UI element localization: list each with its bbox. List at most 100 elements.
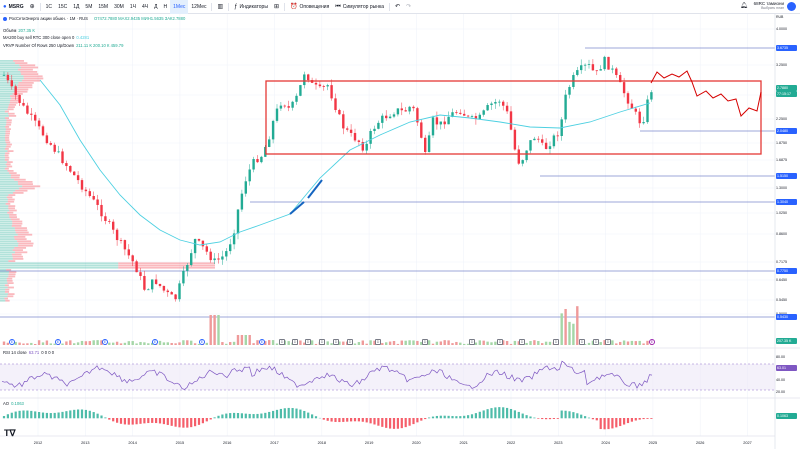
volume-bar (404, 340, 407, 345)
dividend-marker[interactable]: D (375, 339, 381, 345)
candle-body (279, 105, 283, 109)
ao-bar (357, 418, 360, 422)
dividend-marker[interactable]: D (519, 339, 525, 345)
alerts-button[interactable]: ⏰ Оповещения (287, 0, 332, 14)
volume-bar (49, 343, 52, 345)
candle-body (295, 95, 298, 102)
dividend-marker[interactable]: D (292, 339, 298, 345)
candle-body (6, 74, 10, 81)
ao-bar (396, 418, 399, 429)
volume-bar (217, 315, 220, 345)
event-marker[interactable]: E (102, 339, 108, 345)
avatar[interactable] (787, 1, 796, 11)
volume-bar (533, 340, 536, 345)
volume-bar (611, 340, 614, 345)
candle-body (498, 101, 501, 103)
volume-legend[interactable]: Объём 207.35 К (3, 28, 35, 33)
dividend-marker[interactable]: D (319, 339, 325, 345)
interval-12mes[interactable]: 12Мес (188, 0, 209, 14)
undo-icon[interactable]: ↶ (395, 3, 401, 10)
interval-1mes[interactable]: 1Мес (170, 0, 189, 14)
interval-button[interactable]: 1Д (73, 3, 80, 10)
vp-bar-down (7, 108, 14, 111)
vp-bar-up (0, 286, 8, 289)
vp-bar-down (17, 86, 33, 89)
vp-bar-down (5, 126, 10, 128)
ao-bar (521, 413, 524, 419)
indicators-button[interactable]: ƒ Индикаторы (231, 0, 271, 14)
vp-bar-down (5, 137, 10, 139)
interval-button[interactable]: 1С (45, 3, 53, 10)
ao-legend[interactable]: AO 0.1063 (3, 401, 24, 406)
volume-bar (209, 315, 212, 345)
layout-grid-icon[interactable]: ⊞ (273, 3, 279, 10)
replay-button[interactable]: ⏮ Симулятор рынка (332, 0, 387, 14)
account-info[interactable]: 68RC тамиони Выбрать план (754, 1, 784, 11)
ao-label: AO (3, 401, 10, 406)
candle-body (420, 122, 423, 138)
interval-button[interactable]: Д (154, 3, 158, 10)
tradingview-logo[interactable]: T∇ (4, 428, 16, 438)
vp-bar-down (8, 205, 16, 207)
candle-body (268, 139, 271, 147)
redo-icon[interactable]: ↷ (406, 3, 412, 10)
event-marker[interactable]: E (259, 339, 265, 345)
vp-bar-up (0, 282, 8, 284)
dividend-marker[interactable]: D (593, 339, 599, 345)
event-marker[interactable]: E (55, 339, 61, 345)
forecast-path[interactable] (650, 70, 762, 117)
vp-bar-down (8, 198, 15, 201)
candle-body (334, 98, 337, 110)
dividend-marker[interactable]: D (605, 339, 611, 345)
dividend-marker[interactable]: D (347, 339, 353, 345)
interval-button[interactable]: 15М (98, 3, 109, 10)
interval-button[interactable]: 30М (114, 3, 124, 10)
dividend-marker[interactable]: D (469, 339, 475, 345)
dividend-marker[interactable]: D (333, 339, 339, 345)
candle-body (186, 265, 189, 271)
interval-button[interactable]: 1Ч (129, 3, 136, 10)
event-marker[interactable]: E (199, 339, 205, 345)
ao-bar (268, 411, 271, 419)
vp-bar-down (22, 79, 41, 82)
candle-body (287, 106, 290, 108)
interval-button[interactable]: 5М (85, 3, 93, 10)
interval-button[interactable]: 15С (58, 3, 68, 10)
candles-icon[interactable]: ▥ (217, 3, 224, 10)
vrvp-legend[interactable]: VRVP Number Of Rows 250 Up/Down 211.11 К… (3, 43, 123, 48)
event-marker[interactable]: E (152, 339, 158, 345)
vp-bar-up (0, 137, 6, 139)
vrvp-label: VRVP Number Of Rows 250 Up/Down (3, 43, 75, 48)
dividend-marker[interactable]: D (579, 339, 585, 345)
candle-body (533, 138, 536, 141)
symbol-search[interactable]: ● MSRG (0, 0, 27, 14)
volume-bar (326, 341, 329, 345)
dividend-marker[interactable]: D (305, 339, 311, 345)
vp-bar-up (0, 130, 6, 133)
candle-body (115, 229, 119, 241)
dividend-marker[interactable]: D (422, 339, 428, 345)
bell-icon[interactable]: 🔔︎ (739, 3, 748, 9)
candle-body (139, 272, 142, 276)
dividend-marker[interactable]: D (553, 339, 559, 345)
vp-bar-down (5, 203, 11, 205)
currency-label[interactable]: RUB (776, 15, 784, 19)
main-legend[interactable]: РосСетиЭнерго акции обыкн. · 1М · RUS O7… (3, 16, 185, 21)
dividend-marker[interactable]: D (279, 339, 285, 345)
interval-button[interactable]: 4Ч (141, 3, 149, 10)
volume-bar (143, 342, 146, 345)
ao-bar (190, 418, 193, 428)
event-marker[interactable]: E (9, 339, 15, 345)
ao-bar (630, 418, 633, 422)
candle-body (322, 86, 325, 87)
dividend-marker[interactable]: D (497, 339, 503, 345)
range-box[interactable] (265, 80, 762, 155)
interval-button[interactable]: Н (163, 3, 168, 10)
vp-bar-up (0, 269, 7, 271)
ma-legend[interactable]: MA200 buy sell RTC 300 close open 0 0.42… (3, 35, 89, 40)
earnings-marker[interactable]: E (649, 339, 655, 345)
candle-body (517, 149, 520, 164)
rsi-legend[interactable]: RSI 14 close 63.71 0 0 0 0 (3, 350, 54, 355)
add-compare-icon[interactable]: ⊕ (29, 3, 35, 10)
